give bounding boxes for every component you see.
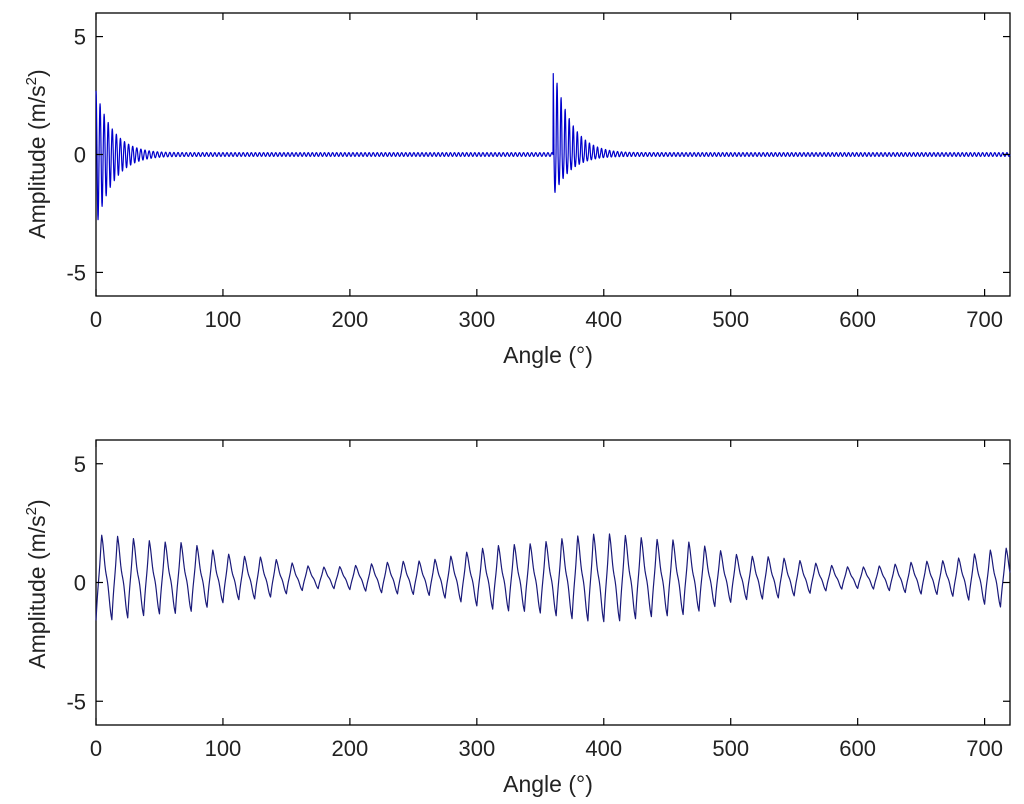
bottom-axes-box	[95, 439, 1011, 726]
top-x-axis-label: Angle (°)	[503, 342, 593, 368]
top-x-tick-label: 500	[712, 307, 749, 332]
top-x-tick-label: 200	[332, 307, 369, 332]
bottom-y-tick-label: -5	[66, 689, 86, 714]
bottom-y-tick-label: 5	[74, 452, 86, 477]
top-y-tick-label: 0	[74, 143, 86, 168]
top-x-tick-label: 300	[458, 307, 495, 332]
top-x-tick-label: 700	[966, 307, 1003, 332]
bottom-x-tick-label: 400	[585, 736, 622, 761]
bottom-y-axis-label: Amplitude (m/s2)	[23, 499, 50, 668]
bottom-x-tick-label: 700	[966, 736, 1003, 761]
top-y-axis-label: Amplitude (m/s2)	[23, 69, 50, 238]
top-x-tick-label: 400	[585, 307, 622, 332]
bottom-x-tick-label: 0	[90, 736, 102, 761]
bottom-x-tick-label: 600	[839, 736, 876, 761]
top-x-tick-label: 600	[839, 307, 876, 332]
top-x-tick-label: 100	[205, 307, 242, 332]
bottom-x-tick-label: 500	[712, 736, 749, 761]
top-series-line	[95, 72, 1011, 221]
top-plot-area	[95, 72, 1011, 221]
top-y-tick-label: 5	[74, 25, 86, 50]
top-y-tick-label: -5	[66, 260, 86, 285]
top-x-tick-label: 0	[90, 307, 102, 332]
bottom-plot-area	[95, 533, 1011, 623]
bottom-x-axis-label: Angle (°)	[503, 771, 593, 797]
bottom-series-line	[95, 533, 1011, 623]
bottom-y-tick-label: 0	[74, 571, 86, 596]
bottom-x-tick-label: 300	[458, 736, 495, 761]
bottom-x-tick-label: 100	[205, 736, 242, 761]
bottom-x-tick-label: 200	[332, 736, 369, 761]
